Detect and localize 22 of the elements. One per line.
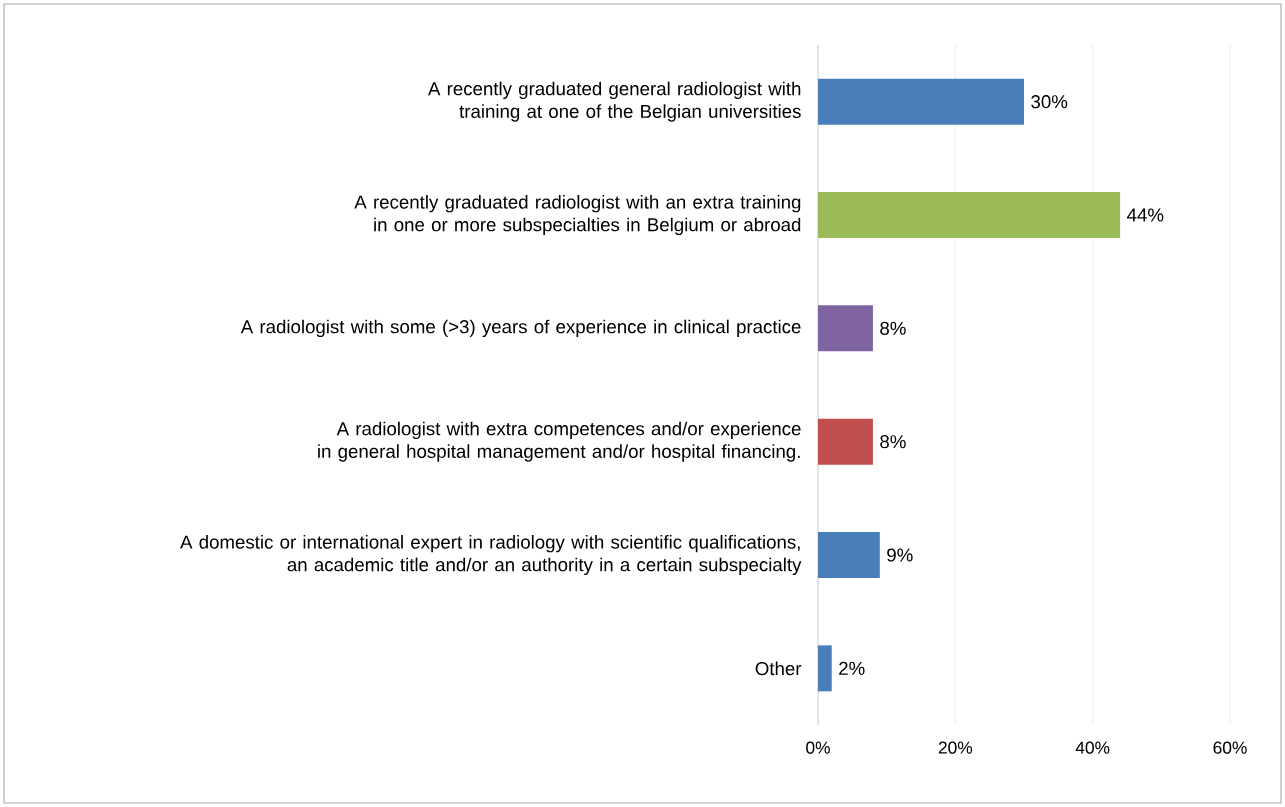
data-label: 9%: [887, 548, 913, 562]
x-tick-label: 0%: [806, 741, 830, 754]
bar: [818, 192, 1121, 239]
bar: [818, 418, 873, 465]
y-tick-label: A domestic or international expert in radiology with scientific qualifications, an academic title and/or an authority in a certain subspecialty: [180, 534, 802, 576]
y-tick-label: A radiologist with extra competences and/or experience in general hospital management and/or hospital financing.: [318, 421, 801, 462]
bar: [818, 532, 880, 579]
x-tick-label: 40%: [1075, 741, 1110, 754]
data-label: 2%: [839, 661, 865, 675]
y-tick-label: A radiologist with some (>3) years of experience in clinical practice: [240, 319, 801, 338]
bar: [818, 645, 832, 692]
data-label: 8%: [880, 435, 906, 449]
y-tick-label: Other: [755, 661, 802, 676]
x-tick-label: 60%: [1213, 741, 1247, 754]
data-label: 8%: [880, 321, 906, 335]
y-tick-label: A recently graduated radiologist with an extra training in one or more subspecialties in Belgium or abroad: [354, 194, 801, 236]
y-tick-label: A recently graduated general radiologist with training at one of the Belgian universities: [428, 81, 801, 122]
data-label: 44%: [1127, 208, 1164, 222]
bar: [818, 78, 1024, 125]
x-tick-label: 20%: [938, 741, 973, 754]
bar: [818, 305, 873, 352]
data-label: 30%: [1031, 95, 1068, 109]
